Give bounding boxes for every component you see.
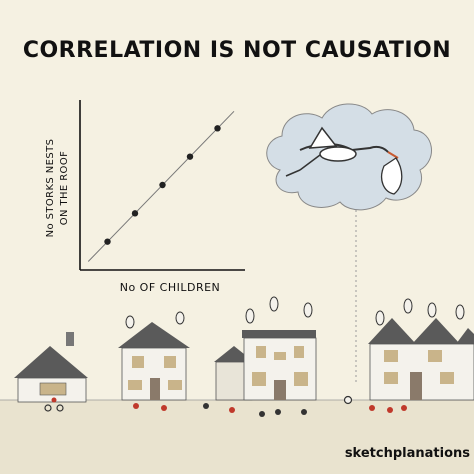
- data-point: [104, 238, 111, 245]
- children: [44, 395, 407, 417]
- data-point: [131, 210, 139, 217]
- ground: [0, 400, 474, 474]
- house-2: [118, 322, 190, 401]
- y-axis-label: No STORKS NESTS ON THE ROOF: [44, 118, 76, 258]
- stork-illustration: [285, 126, 403, 195]
- credit-label: sketchplanations: [344, 446, 470, 461]
- chart-marks: [87, 110, 235, 262]
- data-point: [159, 181, 166, 189]
- chart-title: CORRELATION IS NOT CAUSATION: [22, 38, 452, 63]
- house-4: [368, 318, 474, 401]
- y-axis-label-line-1: No STORKS NESTS: [45, 138, 56, 238]
- house-3: [214, 330, 317, 401]
- data-point: [214, 125, 221, 132]
- house-1: [14, 332, 88, 403]
- y-axis-label-line-2: ON THE ROOF: [59, 150, 70, 226]
- rooftop-storks: [125, 296, 465, 329]
- x-axis-label: No OF CHILDREN: [119, 281, 221, 294]
- data-point: [186, 153, 194, 160]
